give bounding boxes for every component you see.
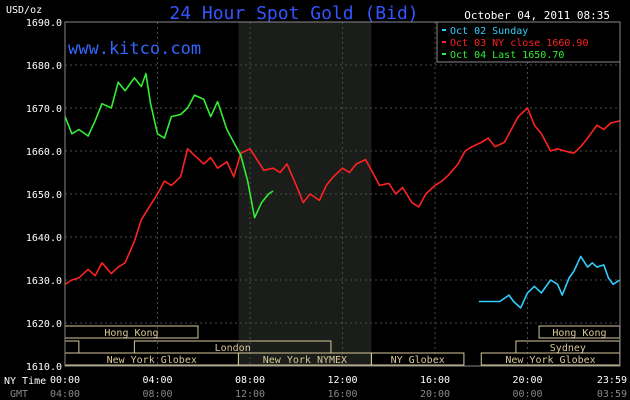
x-tick-label-ny: 16:00 <box>420 375 450 386</box>
legend-box <box>436 21 621 63</box>
session-label: Hong Kong <box>104 328 158 339</box>
y-tick-label: 1630.0 <box>26 276 62 287</box>
y-axis-label: USD/oz <box>6 5 42 16</box>
y-tick-label: 1610.0 <box>26 362 62 373</box>
session-label: NY Globex <box>391 355 445 366</box>
x-axis-label-gmt: GMT <box>10 389 28 400</box>
x-tick-label-ny: 12:00 <box>327 375 357 386</box>
x-tick-label-ny: 08:00 <box>235 375 265 386</box>
session-label: New York NYMEX <box>263 355 347 366</box>
plot-frame <box>64 21 621 367</box>
legend-entry: Oct 02 Sunday <box>450 26 528 37</box>
x-tick-label-gmt: 20:00 <box>420 389 450 400</box>
x-tick-label-ny: 20:00 <box>512 375 542 386</box>
x-tick-label-ny: 04:00 <box>142 375 172 386</box>
x-tick-label-gmt: 00:00 <box>512 389 542 400</box>
y-tick-label: 1690.0 <box>26 18 62 29</box>
x-tick-label-gmt: 12:00 <box>235 389 265 400</box>
legend-swatch <box>442 41 446 43</box>
y-tick-label: 1670.0 <box>26 104 62 115</box>
session-label: Sydney <box>550 343 586 354</box>
y-tick-label: 1680.0 <box>26 61 62 72</box>
chart-title: 24 Hour Spot Gold (Bid) <box>169 3 418 24</box>
y-tick-label: 1650.0 <box>26 190 62 201</box>
session-box <box>370 352 465 366</box>
x-tick-label-ny: 00:00 <box>50 375 80 386</box>
x-tick-label-gmt: 16:00 <box>327 389 357 400</box>
legend-swatch <box>442 53 446 55</box>
session-label: London <box>215 343 251 354</box>
x-axis-label-ny: NY Time <box>4 376 46 387</box>
x-tick-label-gmt: 08:00 <box>142 389 172 400</box>
watermark: www.kitco.com <box>68 39 201 59</box>
x-tick-label-ny: 23:59 <box>597 375 627 386</box>
y-tick-label: 1660.0 <box>26 147 62 158</box>
y-tick-label: 1620.0 <box>26 319 62 330</box>
legend-entry: Oct 03 NY close 1660.90 <box>450 38 588 49</box>
session-label: New York Globex <box>505 355 595 366</box>
x-tick-label-gmt: 03:59 <box>597 389 627 400</box>
series-line-0 <box>478 255 621 309</box>
x-tick-label-gmt: 04:00 <box>50 389 80 400</box>
legend-entry: Oct 04 Last 1650.70 <box>450 50 564 61</box>
timestamp: October 04, 2011 08:35 <box>464 9 610 22</box>
legend-swatch <box>442 29 446 31</box>
session-label: Hong Kong <box>552 328 606 339</box>
series-line-1 <box>64 107 620 285</box>
session-label: New York Globex <box>107 355 197 366</box>
y-tick-label: 1640.0 <box>26 233 62 244</box>
series-line-2 <box>64 72 274 219</box>
